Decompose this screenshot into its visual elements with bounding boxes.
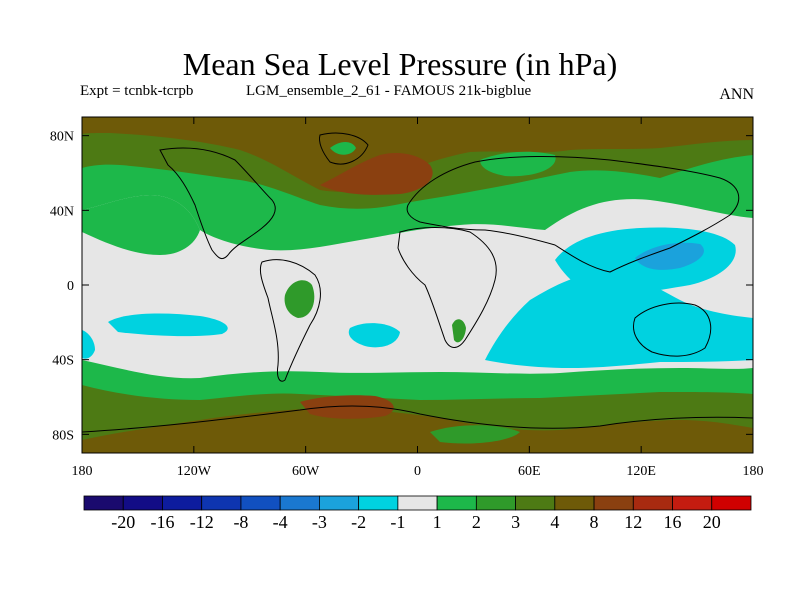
x-tick-label: 120W [177, 464, 212, 479]
x-tick-label: 60E [518, 464, 541, 479]
season-label: ANN [719, 86, 754, 103]
colorbar-swatch [83, 495, 124, 511]
south-america-coast [259, 259, 321, 382]
colorbar-swatch [397, 495, 438, 511]
greenland-green-patch [330, 142, 356, 155]
colorbar-swatch [711, 495, 752, 511]
colorbar-label: 12 [624, 512, 642, 532]
colorbar-label: -16 [150, 512, 174, 532]
colorbar-swatch [201, 495, 242, 511]
west-pacific-blue [635, 242, 704, 270]
colorbar-swatch [319, 495, 360, 511]
colorbar-swatch [593, 495, 634, 511]
colorbar-label: 20 [703, 512, 721, 532]
coastline-layer [82, 132, 753, 433]
colorbar-swatch [672, 495, 713, 511]
antarctic-green-patch [430, 425, 520, 444]
north-brown-band [82, 117, 753, 192]
colorbar-label: 16 [664, 512, 682, 532]
colorbar-swatch [122, 495, 163, 511]
colorbar: -20 -16 -12 -8 -4 -3 -2 -1 1 2 3 4 8 12 16 20 [83, 495, 752, 532]
colorbar-label: -20 [111, 512, 135, 532]
antarctica-coast [82, 405, 753, 433]
colorbar-label: 4 [550, 512, 559, 532]
experiment-label: Expt = tcnbk-tcrpb [80, 83, 194, 99]
colorbar-label: 2 [472, 512, 481, 532]
y-tick-label: 0 [67, 279, 74, 294]
colorbar-swatch [632, 495, 673, 511]
y-tick-label: 40S [52, 354, 74, 369]
colorbar-swatch [475, 495, 516, 511]
south-brown-band [82, 408, 753, 453]
colorbar-swatch [162, 495, 203, 511]
south-atlantic-cyan [348, 323, 400, 348]
colorbar-label: -4 [273, 512, 288, 532]
y-tick-label: 80S [52, 428, 74, 443]
colorbar-swatch [279, 495, 320, 511]
x-tick-label: 60W [292, 464, 320, 479]
africa-green [452, 319, 466, 343]
greenland-coast [319, 132, 369, 165]
colorbar-label: -8 [233, 512, 248, 532]
south-pacific-cyan [108, 313, 228, 337]
colorbar-swatch [358, 495, 399, 511]
colorbar-label: -2 [351, 512, 366, 532]
colorbar-swatch [240, 495, 281, 511]
colorbar-label: -1 [390, 512, 405, 532]
x-tick-label: 120E [626, 464, 656, 479]
map-title: Mean Sea Level Pressure (in hPa) [182, 46, 618, 82]
australia-coast [633, 302, 712, 357]
x-tick-label: 0 [414, 464, 421, 479]
colorbar-swatch [515, 495, 556, 511]
y-tick-label: 40N [50, 204, 74, 219]
siberia-green-patch [480, 151, 556, 177]
colorbar-label: 3 [511, 512, 520, 532]
north-atlantic-rust [320, 153, 433, 195]
colorbar-swatch [554, 495, 595, 511]
colorbar-label: -12 [190, 512, 214, 532]
south-america-green [284, 280, 315, 318]
x-tick-label: 180 [743, 464, 764, 479]
colorbar-label: 8 [590, 512, 599, 532]
x-tick-label: 180 [72, 464, 93, 479]
ensemble-label: LGM_ensemble_2_61 - FAMOUS 21k-bigblue [246, 83, 532, 99]
east-edge-cyan [82, 330, 95, 359]
contour-fill-layer [82, 117, 753, 453]
north-america-coast [159, 147, 276, 260]
colorbar-label: 1 [433, 512, 442, 532]
indian-ocean-cyan [485, 272, 753, 368]
eurasia-coast [406, 155, 740, 273]
axis-layer: 180 120W 60W 0 60E 120E 180 80N 40N 0 40S 80S [50, 117, 764, 479]
north-pacific-green [82, 195, 200, 255]
antarctic-rust-patch [300, 395, 394, 419]
africa-coast [397, 227, 497, 348]
y-tick-label: 80N [50, 130, 74, 145]
colorbar-swatch [436, 495, 477, 511]
colorbar-label: -3 [312, 512, 327, 532]
